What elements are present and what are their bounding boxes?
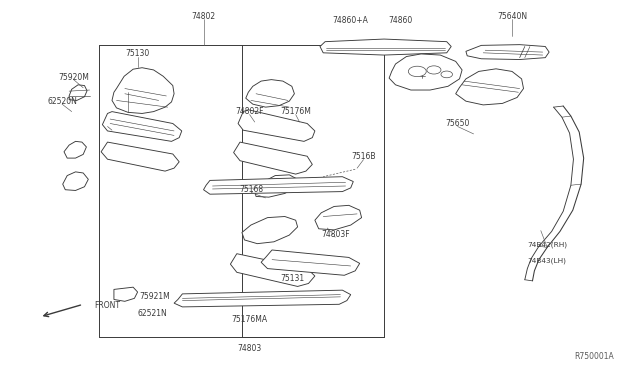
Polygon shape [234,142,312,174]
Text: 74802F: 74802F [236,107,264,116]
Polygon shape [114,287,138,301]
Text: 62521N: 62521N [138,309,167,318]
Polygon shape [204,177,353,194]
Polygon shape [261,250,360,275]
Circle shape [441,71,452,78]
Text: 75920M: 75920M [58,73,89,81]
Text: 62520N: 62520N [47,97,77,106]
Polygon shape [230,254,315,286]
Polygon shape [64,141,86,158]
Text: 74B42(RH): 74B42(RH) [527,241,567,248]
Text: 74802: 74802 [191,12,216,21]
Circle shape [427,66,441,74]
Polygon shape [63,172,88,190]
Polygon shape [246,80,294,107]
Polygon shape [242,217,298,244]
Polygon shape [320,39,451,55]
Text: 74803F: 74803F [321,230,349,239]
Text: 75168: 75168 [239,185,264,194]
Polygon shape [112,68,174,113]
Polygon shape [101,142,179,171]
Polygon shape [238,110,315,141]
Polygon shape [466,45,549,60]
Text: 75921M: 75921M [139,292,170,301]
Text: 75176M: 75176M [280,107,311,116]
Polygon shape [389,54,462,90]
Text: 7516B: 7516B [351,153,376,161]
Text: 74B43(LH): 74B43(LH) [528,257,566,264]
Polygon shape [456,69,524,105]
Text: 75130: 75130 [125,49,150,58]
Text: 74803: 74803 [237,344,262,353]
Text: 75176MA: 75176MA [232,315,268,324]
Polygon shape [315,205,362,230]
Text: 75640N: 75640N [497,12,527,21]
Text: 75131: 75131 [280,274,305,283]
Polygon shape [255,175,298,197]
Polygon shape [69,85,87,100]
Text: 75650: 75650 [445,119,470,128]
Text: 74860: 74860 [388,16,412,25]
Text: R750001A: R750001A [575,352,614,361]
Text: 74860+A: 74860+A [333,16,369,25]
Text: FRONT: FRONT [95,301,121,310]
Polygon shape [174,290,351,307]
Polygon shape [102,112,182,141]
Circle shape [408,66,426,77]
